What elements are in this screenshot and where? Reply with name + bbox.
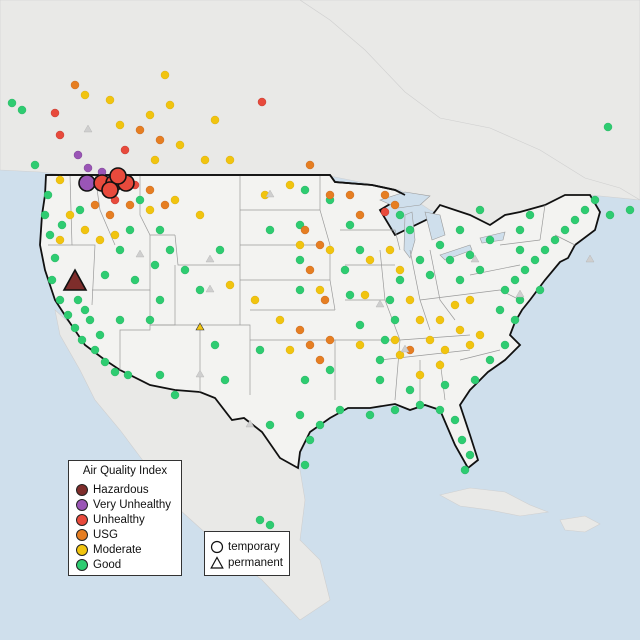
- usg-monitors: [70, 80, 415, 365]
- state-lines: [48, 174, 576, 405]
- hazardous-circle-icon: [76, 484, 88, 496]
- very-unhealthy-circle-icon: [76, 499, 88, 511]
- triangle-icon: [210, 556, 224, 569]
- highlighted-monitors: [62, 167, 135, 291]
- cuba-land: [439, 487, 550, 517]
- good-circle-icon: [76, 559, 88, 571]
- lake-michigan: [403, 211, 416, 259]
- very-unhealthy-monitors: [73, 150, 107, 177]
- very-unhealthy-large-marker: [78, 174, 96, 192]
- lake-huron: [424, 211, 446, 241]
- moderate-circle-icon: [76, 544, 88, 556]
- unhealthy-circle-icon: [76, 514, 88, 526]
- unhealthy-large-marker: [101, 181, 119, 199]
- aqi-legend: Air Quality Index Hazardous Very Unhealt…: [68, 460, 182, 576]
- hispaniola-land: [559, 515, 601, 533]
- monitor-type-legend: temporary permanent: [204, 531, 290, 576]
- circle-icon: [210, 540, 224, 554]
- moderate-monitors: [55, 70, 485, 550]
- usg-circle-icon: [76, 529, 88, 541]
- lake-erie: [439, 244, 473, 261]
- aqi-legend-title: Air Quality Index: [82, 465, 168, 477]
- good-monitors: [7, 98, 635, 530]
- permanent-moderate-triangle: [195, 322, 205, 331]
- hazardous-triangle-marker: [62, 268, 88, 291]
- us-canada-border: [46, 174, 406, 196]
- unhealthy-large-marker: [109, 167, 127, 185]
- canada-land: [0, 0, 640, 226]
- permanent-monitors: [83, 124, 595, 428]
